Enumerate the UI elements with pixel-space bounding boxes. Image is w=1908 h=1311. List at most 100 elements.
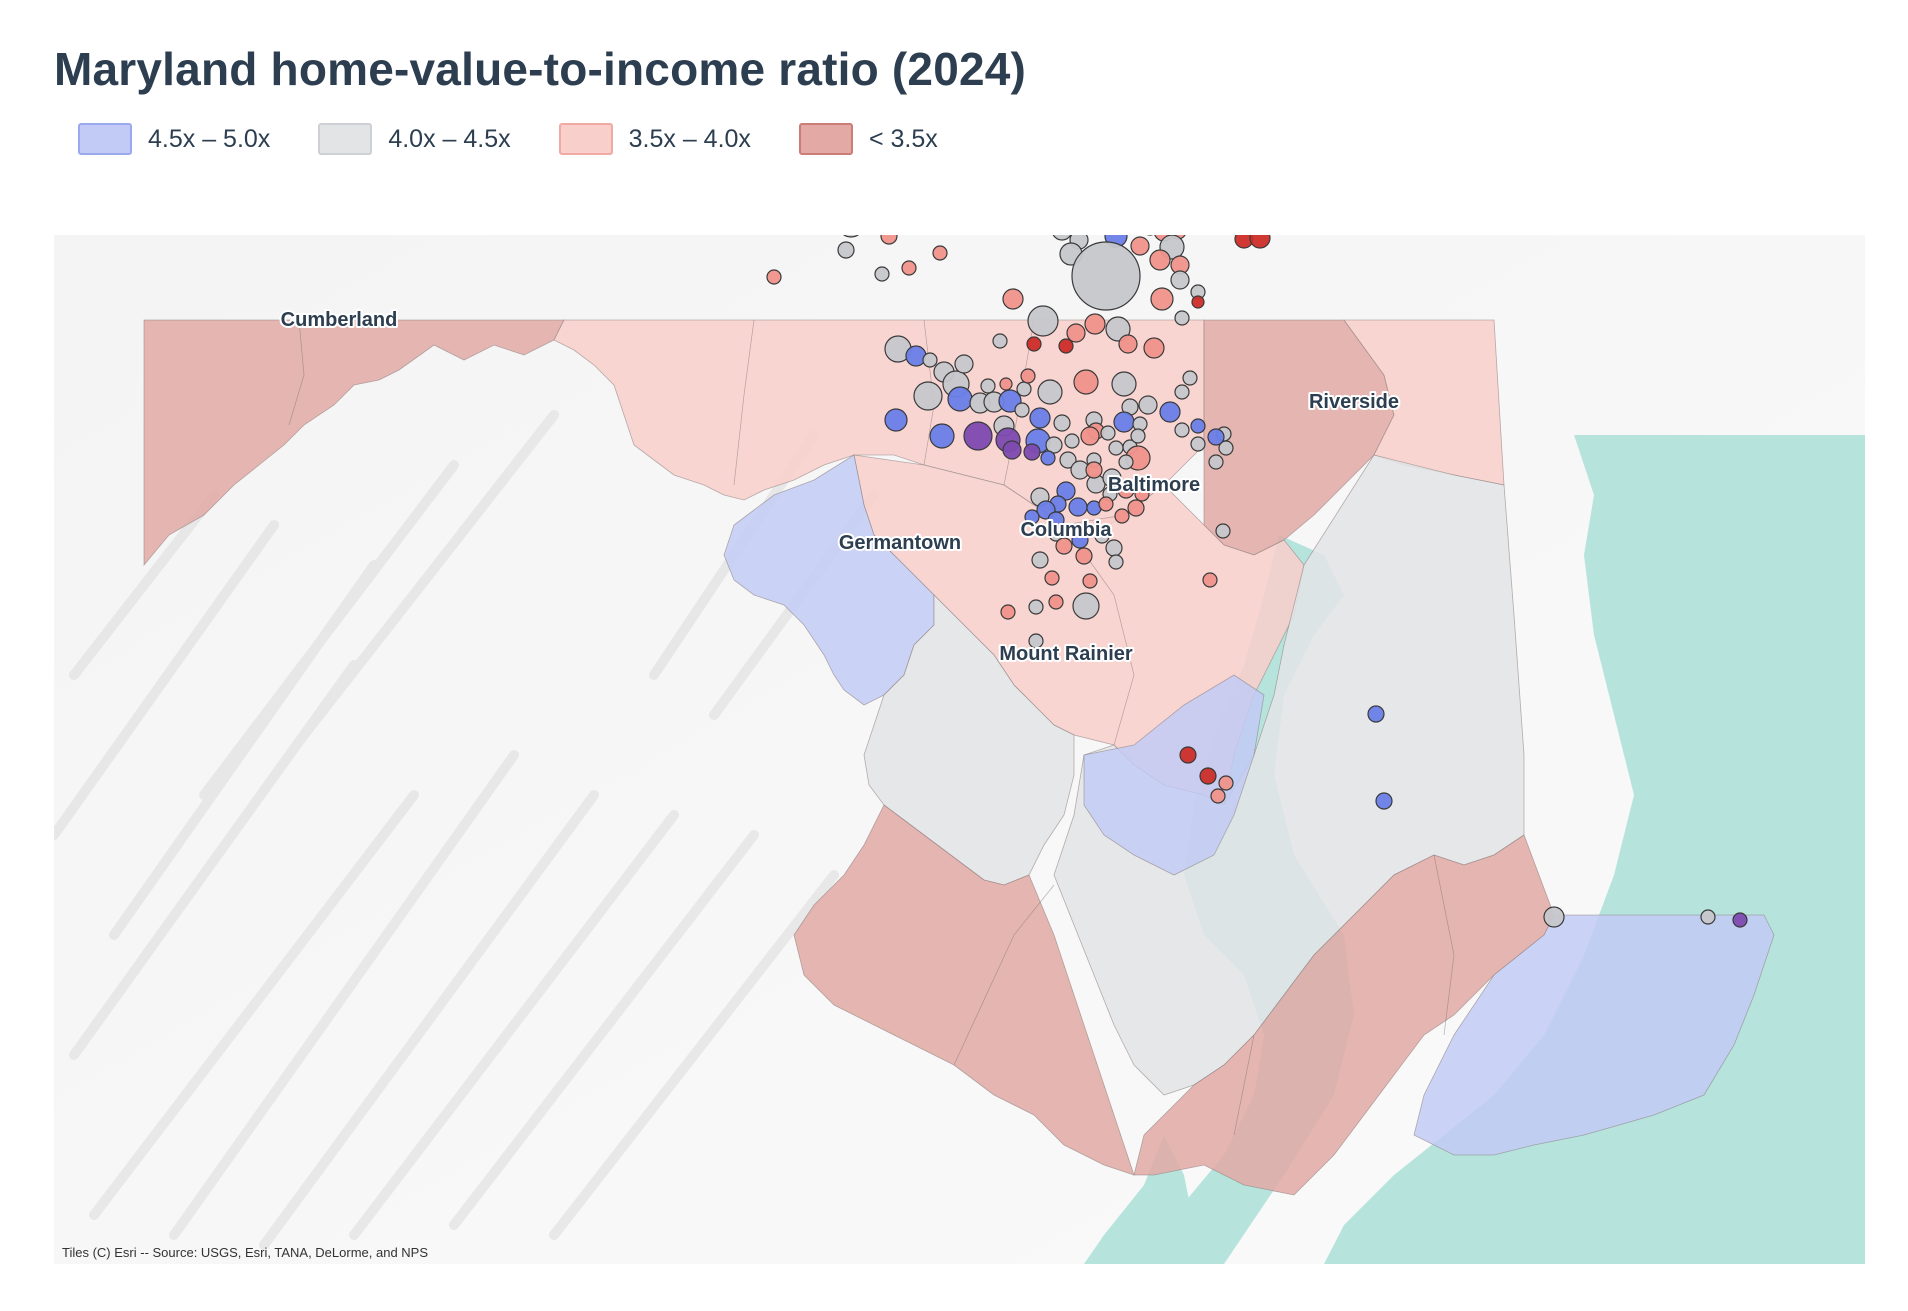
place-marker[interactable] bbox=[1100, 425, 1116, 441]
place-marker[interactable] bbox=[980, 378, 996, 394]
place-marker[interactable] bbox=[1066, 323, 1086, 343]
place-marker[interactable] bbox=[1174, 384, 1190, 400]
place-marker[interactable] bbox=[947, 386, 973, 412]
place-marker[interactable] bbox=[1064, 433, 1080, 449]
place-marker[interactable] bbox=[1700, 909, 1716, 925]
place-marker[interactable] bbox=[1218, 440, 1234, 456]
place-marker[interactable] bbox=[1002, 440, 1022, 460]
place-marker[interactable] bbox=[1199, 767, 1217, 785]
place-marker[interactable] bbox=[1138, 395, 1158, 415]
place-marker[interactable] bbox=[1085, 461, 1103, 479]
place-marker[interactable] bbox=[1149, 249, 1171, 271]
county-southern[interactable] bbox=[793, 804, 1135, 1176]
place-marker[interactable] bbox=[1108, 554, 1124, 570]
place-marker[interactable] bbox=[1048, 526, 1064, 542]
place-marker[interactable] bbox=[884, 408, 908, 432]
place-marker[interactable] bbox=[1174, 310, 1190, 326]
place-marker[interactable] bbox=[874, 266, 890, 282]
place-marker[interactable] bbox=[1053, 414, 1071, 432]
county-montgomery[interactable] bbox=[723, 454, 935, 706]
place-marker[interactable] bbox=[1075, 547, 1093, 565]
place-marker[interactable] bbox=[1055, 537, 1073, 555]
place-marker[interactable] bbox=[1143, 337, 1165, 359]
place-marker[interactable] bbox=[1108, 440, 1124, 456]
place-marker[interactable] bbox=[1170, 270, 1190, 290]
place-marker[interactable] bbox=[1249, 235, 1271, 249]
map-svg[interactable]: Cumberland Riverside Baltimore Columbia … bbox=[54, 235, 1865, 1264]
county-talbot[interactable] bbox=[1083, 674, 1265, 876]
place-marker[interactable] bbox=[1014, 402, 1030, 418]
county-worcester[interactable] bbox=[1413, 914, 1775, 1156]
place-marker[interactable] bbox=[1127, 499, 1145, 517]
place-marker[interactable] bbox=[1056, 481, 1076, 501]
place-marker[interactable] bbox=[1208, 454, 1224, 470]
place-marker[interactable] bbox=[1174, 422, 1190, 438]
place-marker[interactable] bbox=[1098, 496, 1114, 512]
place-marker[interactable] bbox=[999, 377, 1013, 391]
place-marker[interactable] bbox=[1028, 599, 1044, 615]
place-marker[interactable] bbox=[929, 423, 955, 449]
place-marker[interactable] bbox=[1037, 379, 1063, 405]
place-marker[interactable] bbox=[1179, 746, 1197, 764]
map-panel[interactable]: Cumberland Riverside Baltimore Columbia … bbox=[54, 235, 1865, 1264]
place-marker[interactable] bbox=[1130, 236, 1150, 256]
place-marker[interactable] bbox=[1210, 788, 1226, 804]
place-marker[interactable] bbox=[1020, 368, 1036, 384]
place-marker[interactable] bbox=[1052, 235, 1072, 241]
place-marker[interactable] bbox=[1207, 428, 1225, 446]
place-marker[interactable] bbox=[1027, 305, 1059, 337]
place-marker[interactable] bbox=[837, 241, 855, 259]
place-marker[interactable] bbox=[1118, 454, 1134, 470]
place-marker[interactable] bbox=[1202, 572, 1218, 588]
place-marker[interactable] bbox=[1045, 436, 1063, 454]
place-marker[interactable] bbox=[1059, 451, 1077, 469]
place-marker[interactable] bbox=[1040, 450, 1056, 466]
place-marker[interactable] bbox=[1367, 705, 1385, 723]
place-marker[interactable] bbox=[963, 421, 993, 451]
place-marker[interactable] bbox=[1071, 241, 1141, 311]
place-marker[interactable] bbox=[1117, 481, 1135, 499]
place-marker[interactable] bbox=[1048, 594, 1064, 610]
place-marker[interactable] bbox=[1028, 633, 1044, 649]
place-marker[interactable] bbox=[1094, 528, 1110, 544]
place-marker[interactable] bbox=[880, 235, 898, 245]
place-marker[interactable] bbox=[1082, 573, 1098, 589]
place-marker[interactable] bbox=[1190, 418, 1206, 434]
place-marker[interactable] bbox=[1375, 792, 1393, 810]
place-marker[interactable] bbox=[1026, 336, 1042, 352]
place-marker[interactable] bbox=[1113, 411, 1135, 433]
place-marker[interactable] bbox=[1218, 775, 1234, 791]
place-marker[interactable] bbox=[1071, 531, 1089, 549]
place-marker[interactable] bbox=[901, 260, 917, 276]
place-marker[interactable] bbox=[1031, 551, 1049, 569]
place-marker[interactable] bbox=[1111, 371, 1137, 397]
place-marker[interactable] bbox=[1190, 436, 1206, 452]
place-marker[interactable] bbox=[1044, 570, 1060, 586]
place-marker[interactable] bbox=[1073, 369, 1099, 395]
county-western[interactable] bbox=[143, 319, 565, 567]
place-marker[interactable] bbox=[1105, 316, 1131, 342]
place-marker[interactable] bbox=[1024, 509, 1040, 525]
place-marker[interactable] bbox=[1002, 288, 1024, 310]
place-marker[interactable] bbox=[1182, 370, 1198, 386]
place-marker[interactable] bbox=[1114, 508, 1130, 524]
place-marker[interactable] bbox=[1072, 592, 1100, 620]
place-marker[interactable] bbox=[1058, 338, 1074, 354]
place-marker[interactable] bbox=[1080, 426, 1100, 446]
place-marker[interactable] bbox=[766, 269, 782, 285]
place-marker[interactable] bbox=[1732, 912, 1748, 928]
place-marker[interactable] bbox=[1191, 295, 1205, 309]
place-marker[interactable] bbox=[913, 381, 943, 411]
place-marker[interactable] bbox=[1000, 604, 1016, 620]
place-marker[interactable] bbox=[905, 345, 927, 367]
place-marker[interactable] bbox=[922, 352, 938, 368]
place-marker[interactable] bbox=[838, 235, 864, 238]
place-marker[interactable] bbox=[1068, 497, 1088, 517]
place-marker[interactable] bbox=[1130, 428, 1146, 444]
place-marker[interactable] bbox=[992, 333, 1008, 349]
place-marker[interactable] bbox=[932, 245, 948, 261]
place-marker[interactable] bbox=[1215, 523, 1231, 539]
place-marker[interactable] bbox=[1029, 407, 1051, 429]
place-marker[interactable] bbox=[1118, 334, 1138, 354]
place-marker[interactable] bbox=[1084, 313, 1106, 335]
